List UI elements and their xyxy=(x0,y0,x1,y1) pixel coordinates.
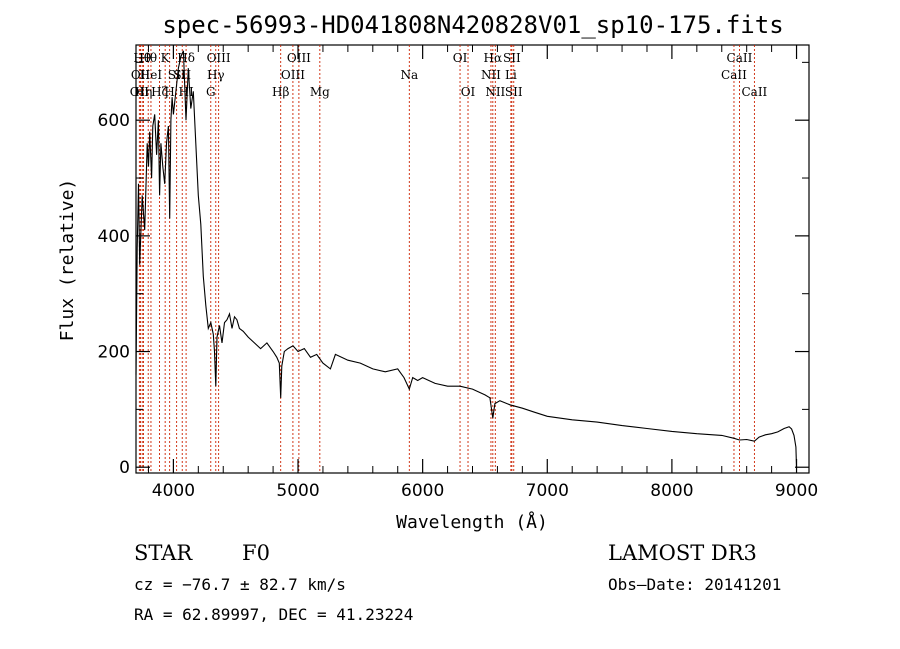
line-label: CaII xyxy=(721,68,747,82)
line-label: CaII xyxy=(727,51,753,65)
line-label: Mg xyxy=(310,85,330,99)
x-tick-label: 5000 xyxy=(276,481,319,501)
object-subclass: F0 xyxy=(242,541,270,565)
line-label: OIII xyxy=(207,51,231,65)
chart-title: spec-56993-HD041808N420828V01_sp10-175.f… xyxy=(162,11,783,39)
y-axis-label: Flux (relative) xyxy=(57,179,78,342)
line-label: OII xyxy=(131,68,151,82)
x-tick-label: 7000 xyxy=(526,481,569,501)
redshift-value: cz = −76.7 ± 82.7 km/s xyxy=(134,575,346,594)
line-label: Hθ xyxy=(133,51,151,65)
plot-frame xyxy=(135,44,810,474)
x-tick-label: 8000 xyxy=(650,481,693,501)
line-label: Hζ xyxy=(151,85,168,99)
line-label: G xyxy=(206,85,216,99)
line-label: SII xyxy=(168,68,186,82)
spectral-line-markers xyxy=(138,45,755,473)
survey-name: LAMOST DR3 xyxy=(608,541,757,565)
observation-date: Obs–Date: 20141201 xyxy=(608,575,781,594)
x-axis: 4000 5000 6000 7000 8000 9000 xyxy=(147,45,818,501)
coordinates: RA = 62.89997, DEC = 41.23224 xyxy=(134,605,413,624)
line-label: OIII xyxy=(281,68,305,82)
x-tick-label: 9000 xyxy=(775,481,818,501)
x-tick-label: 6000 xyxy=(401,481,444,501)
line-label: NII xyxy=(485,85,505,99)
line-label: Li xyxy=(505,68,517,82)
object-class: STAR xyxy=(134,541,193,565)
y-tick-label: 200 xyxy=(98,343,130,363)
line-label: H xyxy=(164,85,174,99)
line-label: Hα xyxy=(484,51,503,65)
y-axis: 0 200 400 600 xyxy=(98,61,809,478)
line-label: K xyxy=(161,51,171,65)
line-label: Hβ xyxy=(272,85,289,99)
spectrum-line xyxy=(135,50,798,468)
line-label: Hη xyxy=(135,85,153,99)
y-tick-label: 600 xyxy=(98,111,130,131)
line-label: OII xyxy=(130,85,150,99)
line-label: NII xyxy=(481,68,501,82)
y-tick-label: 0 xyxy=(119,458,130,478)
line-label: OIII xyxy=(287,51,311,65)
line-label: HeI xyxy=(140,68,163,82)
x-tick-label: 4000 xyxy=(152,481,195,501)
line-label: Hθ xyxy=(139,51,157,65)
line-label: HI xyxy=(178,85,193,99)
line-label: CaII xyxy=(741,85,767,99)
line-label: OI xyxy=(461,85,476,99)
line-label: OI xyxy=(453,51,468,65)
line-label: Hγ xyxy=(207,68,225,82)
line-label: SII xyxy=(505,85,523,99)
line-label: Na xyxy=(400,68,418,82)
y-tick-label: 400 xyxy=(98,227,130,247)
line-label: SII xyxy=(503,51,521,65)
x-axis-label: Wavelength (Å) xyxy=(396,511,548,533)
